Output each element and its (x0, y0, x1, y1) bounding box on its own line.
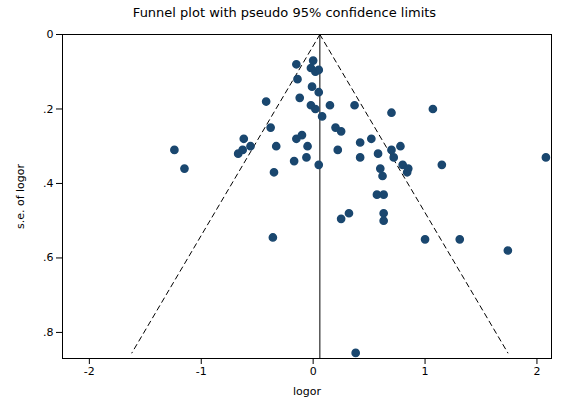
svg-text:.8: .8 (43, 326, 54, 339)
svg-text:0: 0 (310, 365, 317, 378)
svg-text:s.e. of logor: s.e. of logor (14, 163, 27, 229)
svg-text:1: 1 (422, 365, 429, 378)
svg-text:2: 2 (533, 365, 540, 378)
svg-text:-1: -1 (196, 365, 207, 378)
svg-text:.4: .4 (43, 177, 54, 190)
svg-text:.6: .6 (43, 251, 54, 264)
svg-text:-2: -2 (84, 365, 95, 378)
svg-text:.2: .2 (43, 103, 54, 116)
svg-text:logor: logor (293, 385, 321, 398)
html-text:Funnel plot with pseudo 95% co: Funnel plot with pseudo 95% confidence l… (132, 5, 437, 20)
svg-text:0: 0 (47, 28, 54, 41)
